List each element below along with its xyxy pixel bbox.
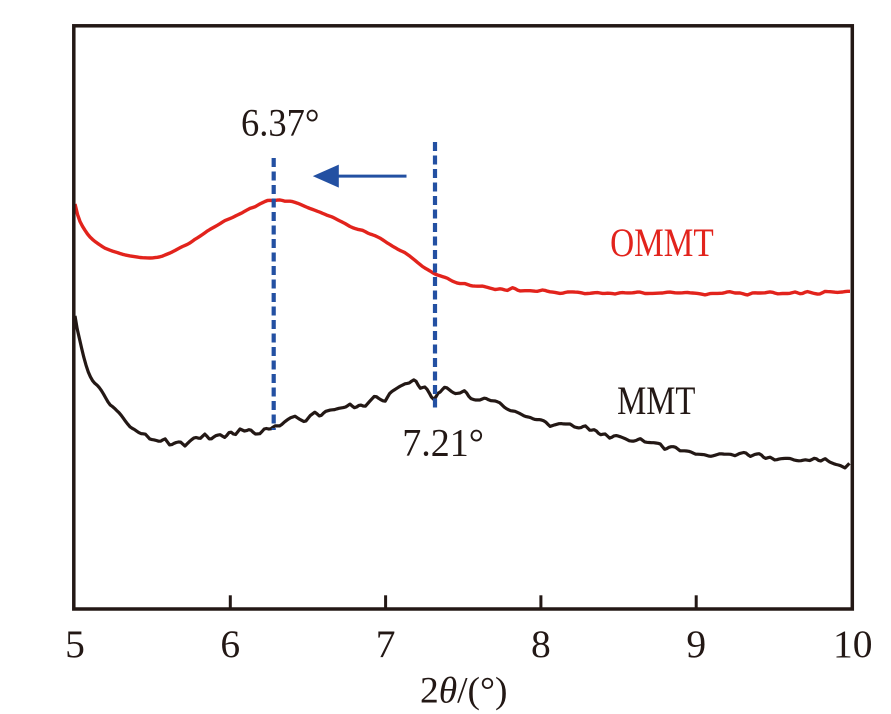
svg-text:10: 10 bbox=[833, 622, 873, 666]
svg-text:OMMT: OMMT bbox=[610, 220, 714, 265]
svg-text:5: 5 bbox=[65, 622, 85, 666]
svg-text:6.37°: 6.37° bbox=[241, 101, 319, 145]
svg-text:MMT: MMT bbox=[617, 378, 695, 423]
svg-text:7.21°: 7.21° bbox=[402, 421, 484, 465]
svg-text:8: 8 bbox=[531, 622, 551, 666]
svg-text:2θ/(°): 2θ/(°) bbox=[420, 671, 508, 712]
svg-text:7: 7 bbox=[376, 622, 396, 666]
svg-text:9: 9 bbox=[686, 622, 706, 666]
svg-text:6: 6 bbox=[220, 622, 240, 666]
